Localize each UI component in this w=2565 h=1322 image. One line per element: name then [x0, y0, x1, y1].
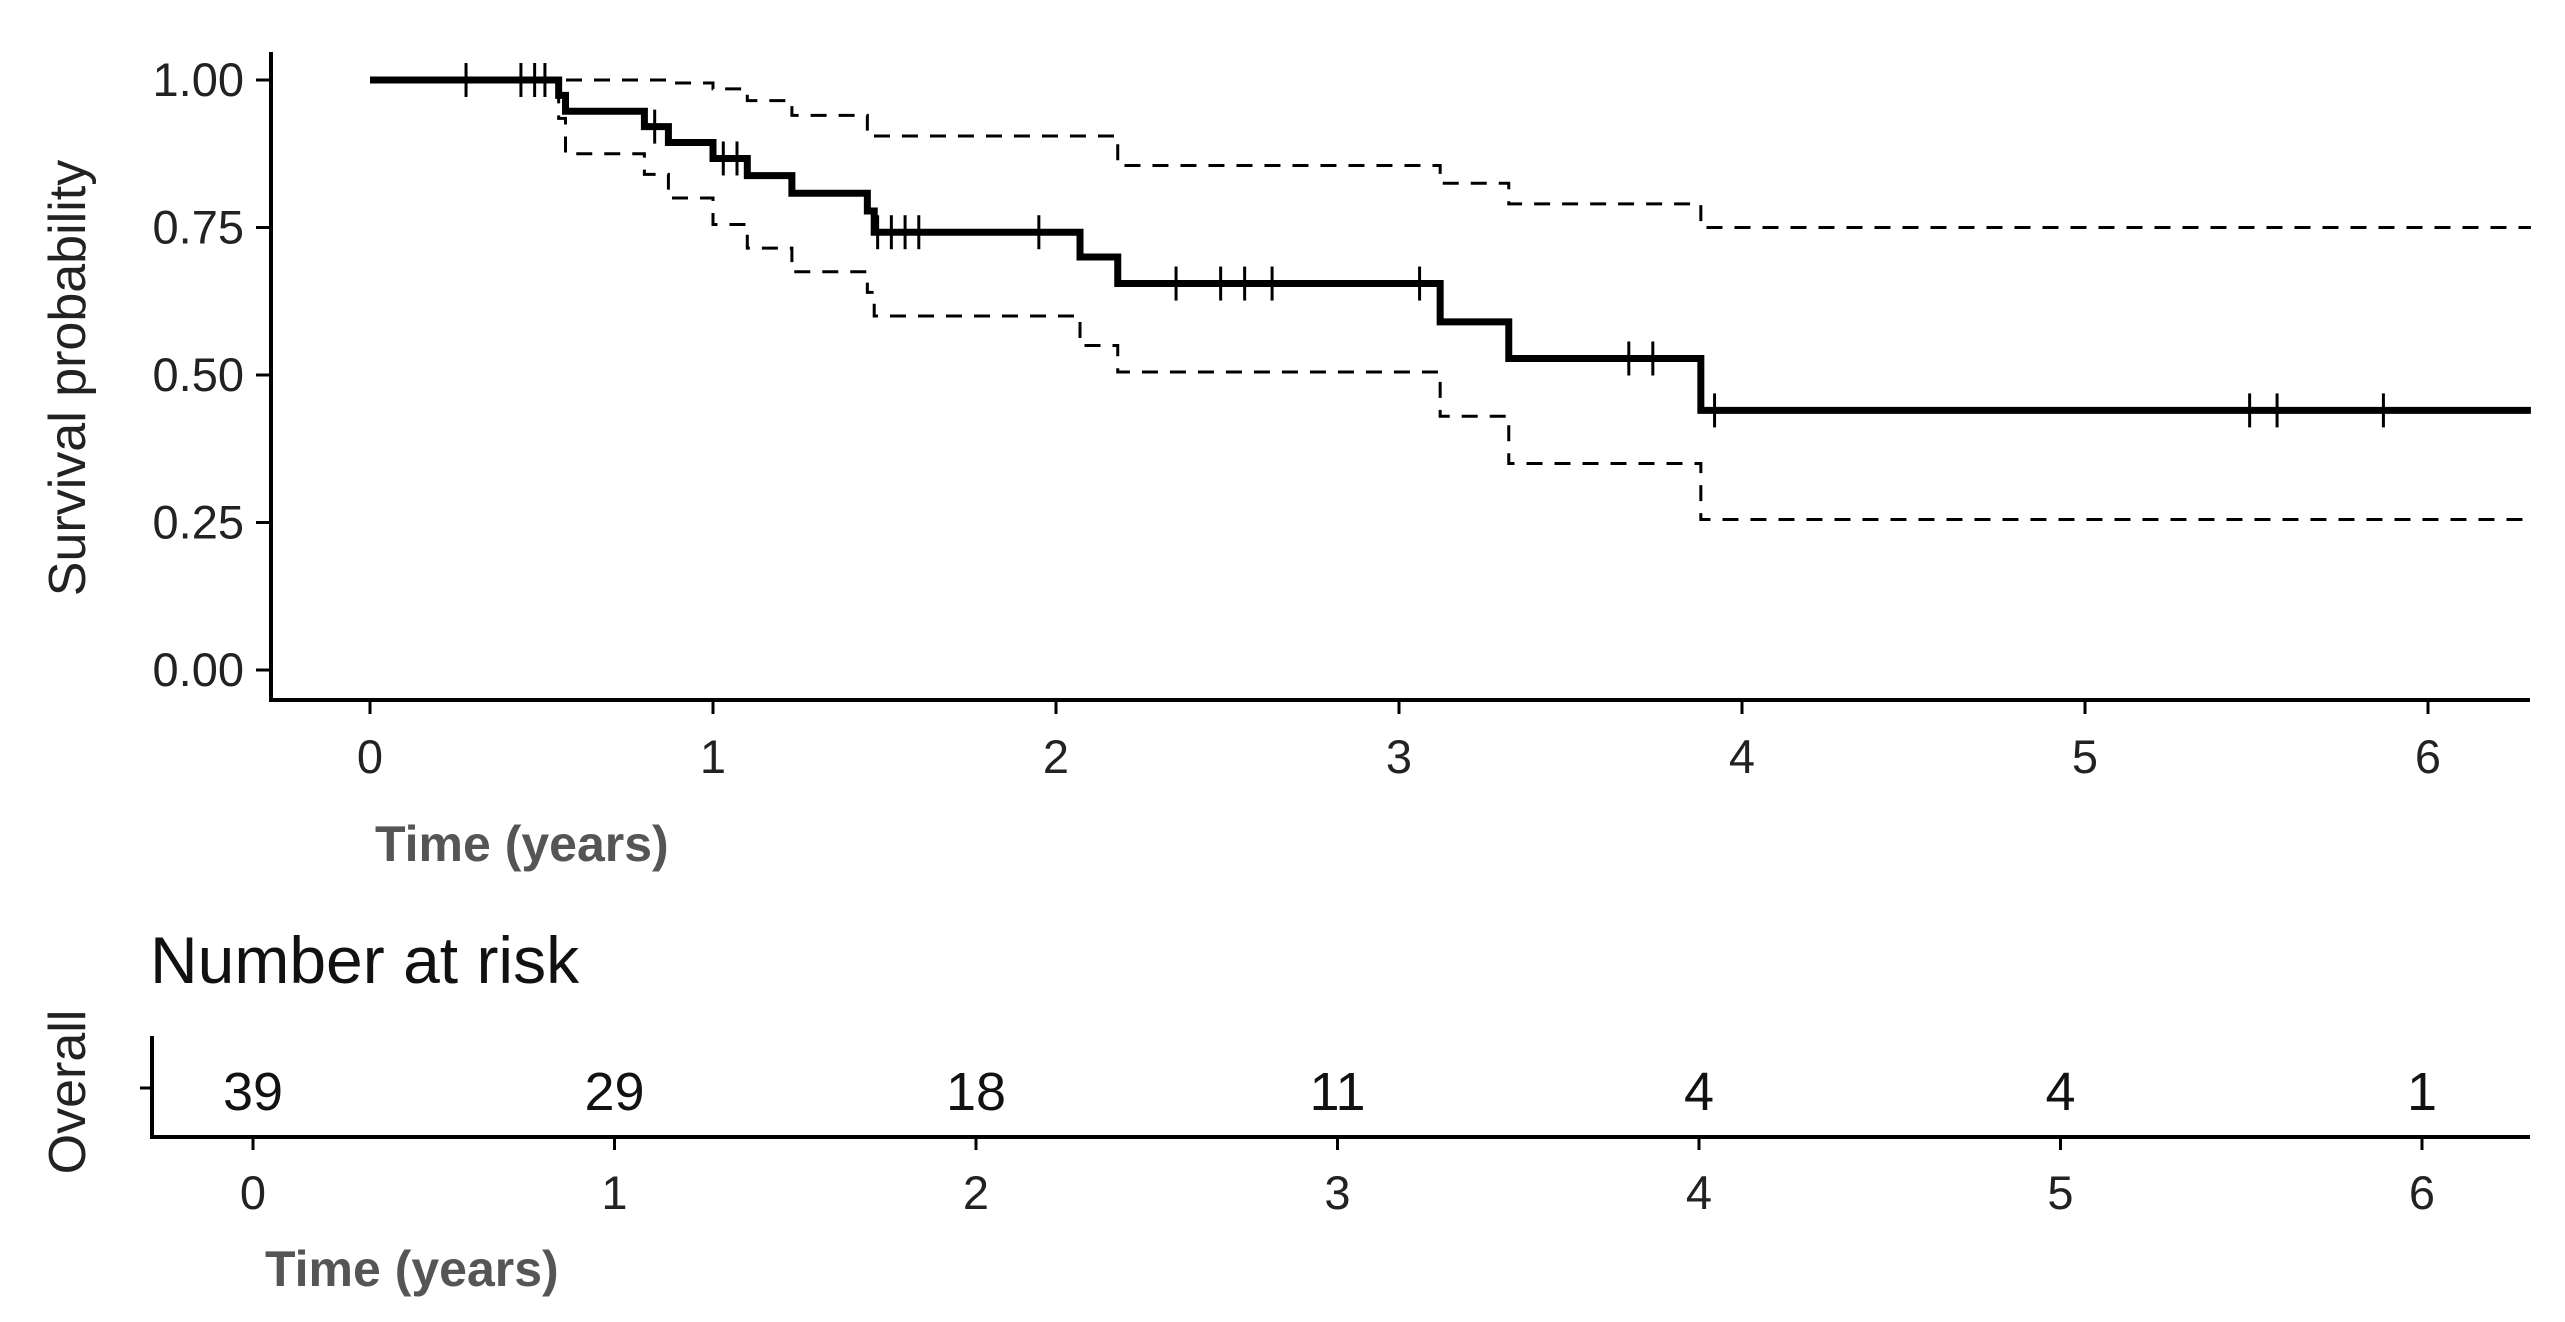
risk-x-axis-title: Time (years) [265, 1241, 559, 1297]
x-tick-label: 1 [700, 730, 726, 783]
y-tick-label: 1.00 [153, 53, 244, 106]
x-tick-label: 3 [1386, 730, 1412, 783]
y-tick-label: 0.25 [153, 496, 244, 549]
risk-table-title: Number at risk [150, 923, 580, 997]
risk-count: 1 [2407, 1062, 2437, 1122]
lower-ci-curve [370, 78, 2531, 522]
x-tick-label: 2 [1043, 730, 1069, 783]
upper-ci-curve [370, 78, 2531, 229]
risk-x-tick-label: 5 [2047, 1166, 2073, 1219]
risk-table: Number at risk Overall 39 29 18 11 4 4 1 0 1 2 3 4… [39, 923, 2530, 1297]
risk-count: 4 [1684, 1062, 1714, 1122]
x-tick-label: 4 [1729, 730, 1755, 783]
y-tick-label: 0.50 [153, 348, 244, 401]
risk-x-tick-label: 2 [963, 1166, 989, 1219]
risk-count: 18 [946, 1062, 1006, 1122]
y-axis-title: Survival probability [39, 160, 97, 596]
risk-count: 29 [584, 1062, 644, 1122]
risk-count: 4 [2045, 1062, 2075, 1122]
risk-count: 39 [223, 1062, 283, 1122]
x-tick-label: 5 [2072, 730, 2098, 783]
risk-x-tick-label: 3 [1324, 1166, 1350, 1219]
risk-count: 11 [1309, 1062, 1365, 1122]
survival-curve [370, 76, 2531, 414]
risk-x-tick-label: 1 [601, 1166, 627, 1219]
x-axis-title: Time (years) [375, 816, 669, 872]
risk-x-tick-label: 4 [1686, 1166, 1712, 1219]
y-tick-label: 0.75 [153, 201, 244, 254]
survival-plot: 0.00 0.25 0.50 0.75 1.00 0 1 2 3 4 5 6 Survival pr… [39, 52, 2531, 872]
x-tick-label: 0 [357, 730, 383, 783]
risk-x-tick-label: 6 [2409, 1166, 2435, 1219]
x-tick-label: 6 [2415, 730, 2441, 783]
y-tick-label: 0.00 [153, 643, 244, 696]
risk-table-row-label: Overall [39, 1010, 97, 1175]
risk-x-tick-label: 0 [240, 1166, 266, 1219]
